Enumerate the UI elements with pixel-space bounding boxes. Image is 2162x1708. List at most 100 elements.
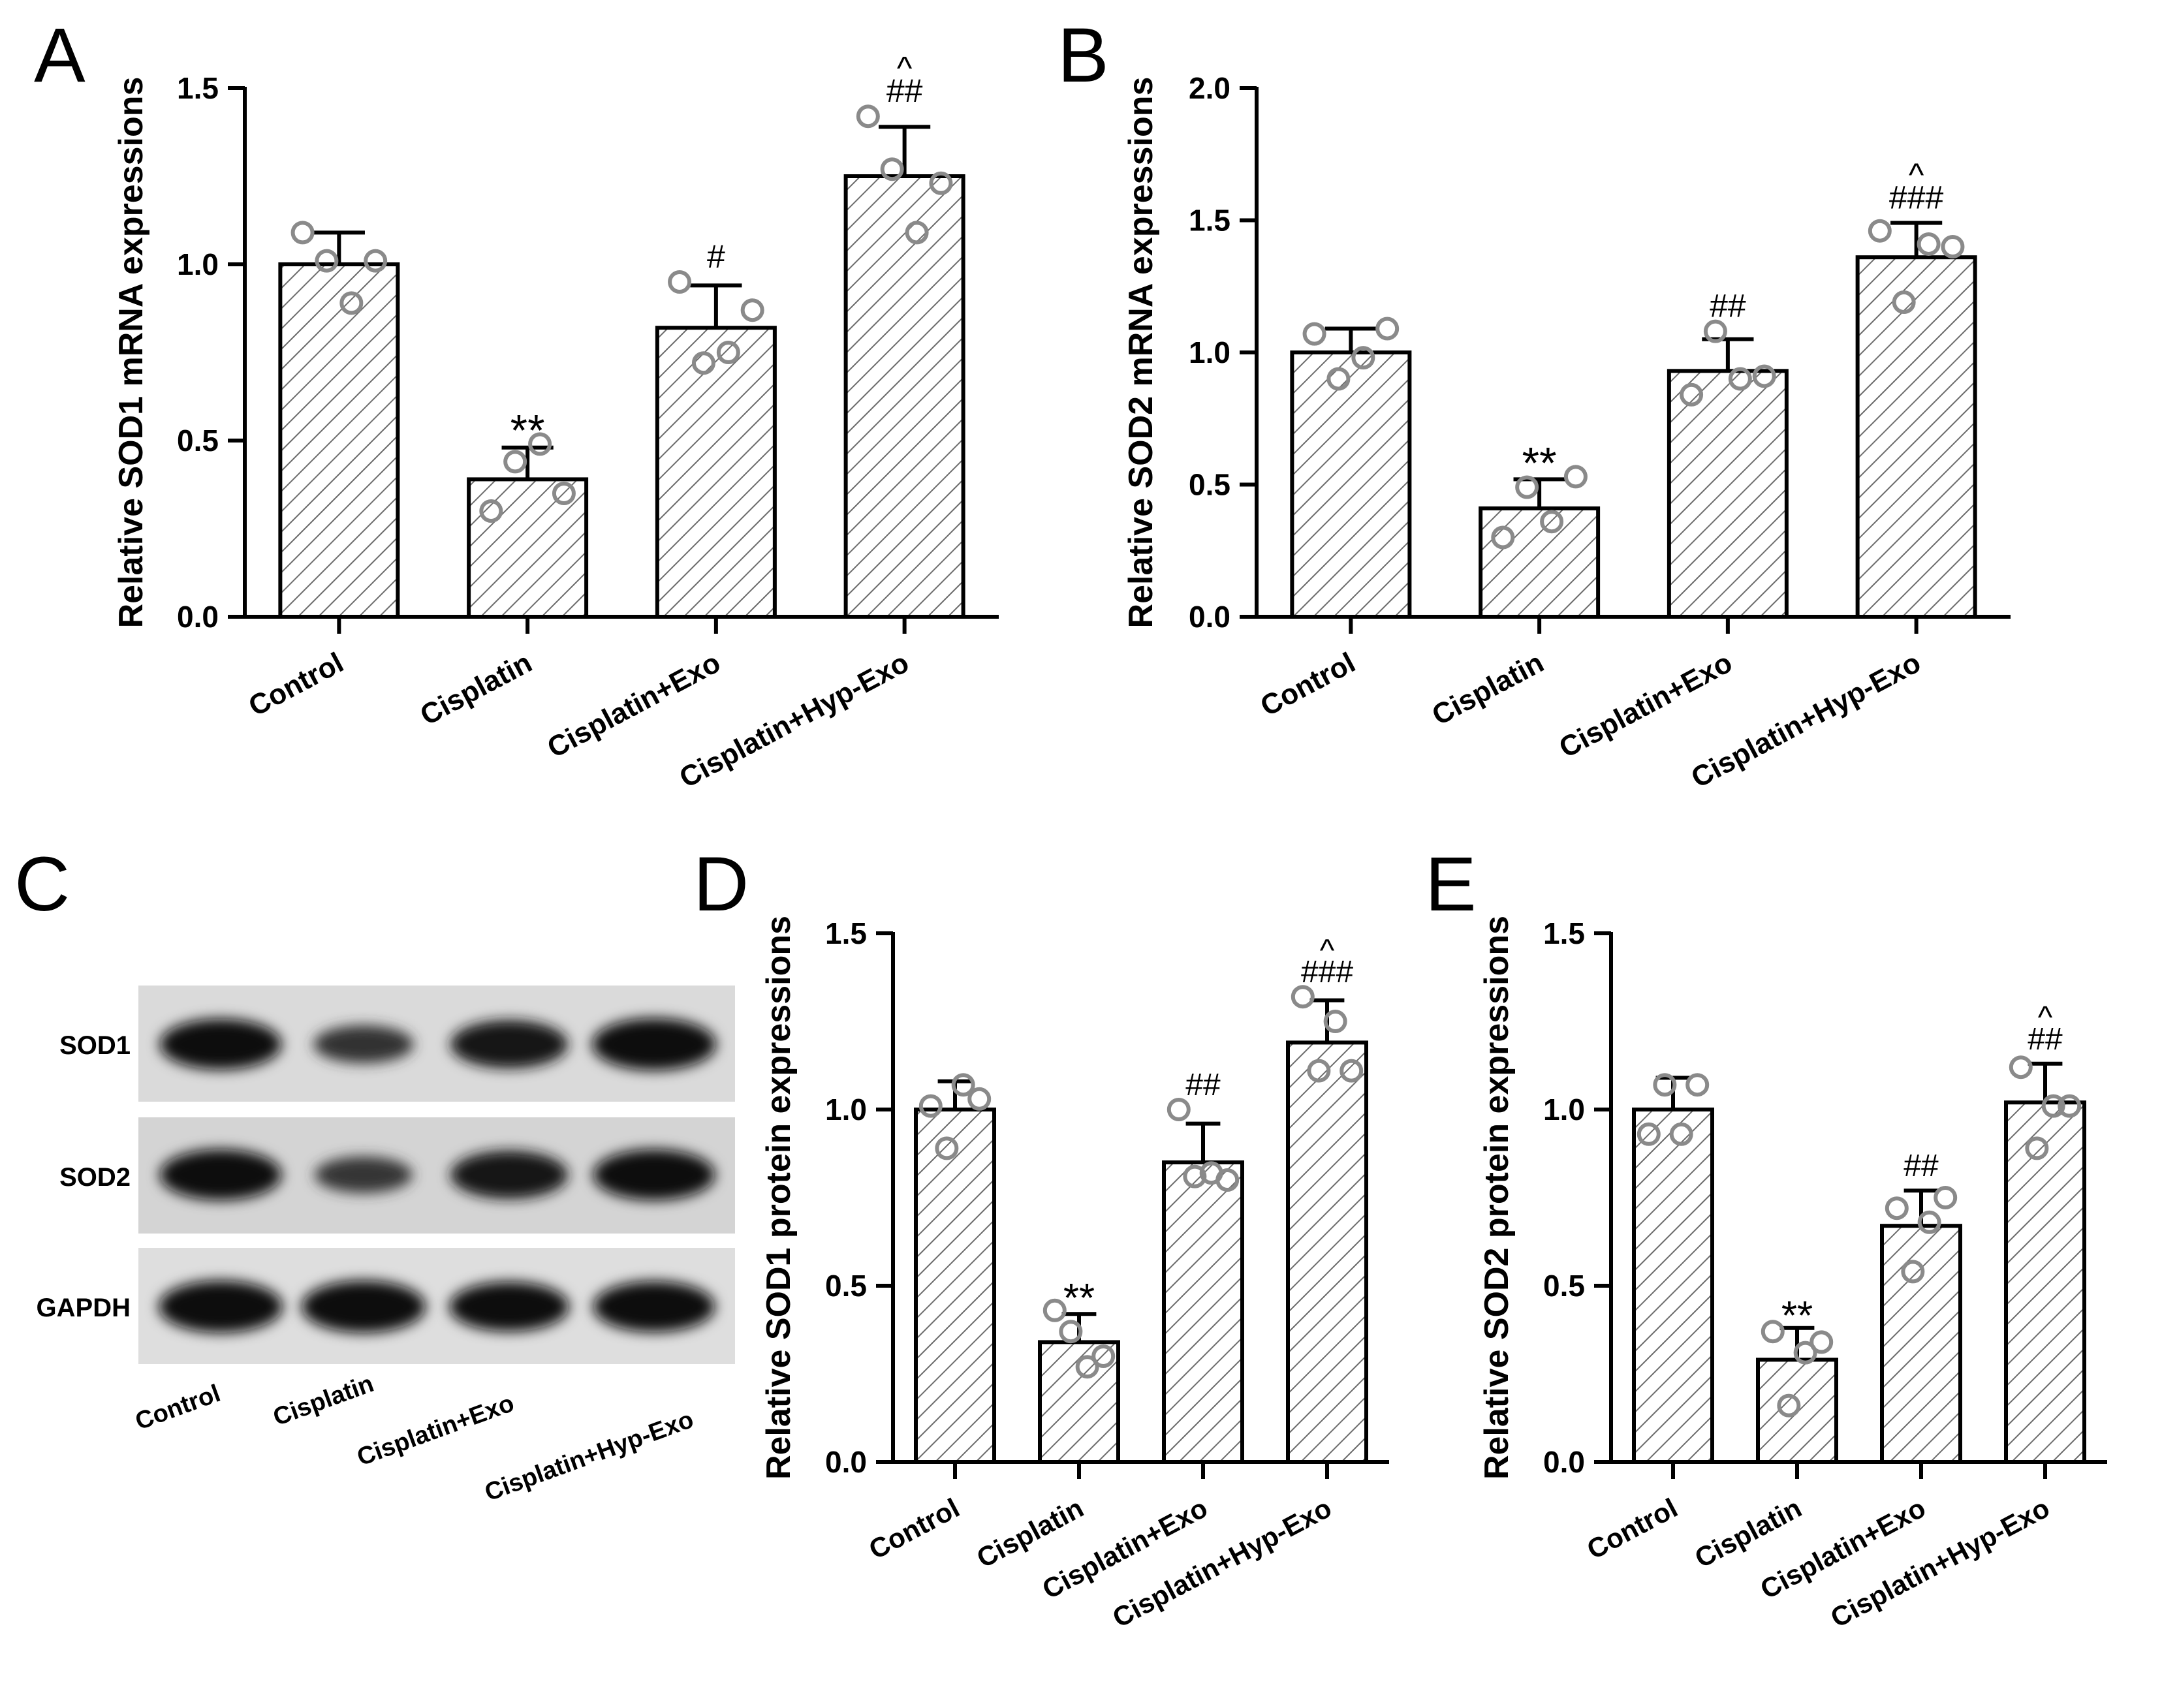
bar xyxy=(1162,1160,1244,1464)
bar xyxy=(1667,369,1789,619)
data-point xyxy=(364,249,388,273)
y-axis-label: Relative SOD2 protein expressions xyxy=(1478,916,1516,1480)
data-point xyxy=(1183,1164,1207,1188)
x-category-label: Control xyxy=(864,1492,964,1565)
data-point xyxy=(1075,1355,1099,1379)
significance-label: ### xyxy=(1889,179,1944,216)
data-point xyxy=(1637,1122,1661,1146)
data-point xyxy=(1901,1260,1925,1284)
data-point xyxy=(1563,465,1588,489)
significance-label-top: ^ xyxy=(2038,1001,2053,1035)
data-point xyxy=(1302,322,1326,346)
blot-band xyxy=(450,1020,569,1068)
blot-band xyxy=(592,1018,716,1070)
data-point xyxy=(1761,1320,1785,1344)
data-point xyxy=(1351,346,1375,370)
data-point xyxy=(1091,1344,1116,1368)
data-point xyxy=(691,351,715,375)
bar xyxy=(278,262,400,619)
significance-label-top: ^ xyxy=(1909,157,1924,193)
data-point xyxy=(1868,219,1892,243)
y-axis-label: Relative SOD1 protein expressions xyxy=(760,916,798,1480)
bar xyxy=(843,174,965,619)
data-point xyxy=(1323,1010,1347,1033)
data-point xyxy=(528,432,552,456)
significance-label: ## xyxy=(2028,1022,2063,1057)
data-point xyxy=(951,1073,975,1097)
y-tick-label: 0.5 xyxy=(177,424,219,458)
y-tick-label: 0.5 xyxy=(1543,1269,1585,1303)
x-category-label: Cisplatin xyxy=(415,647,537,732)
data-point xyxy=(1917,1210,1941,1234)
bar xyxy=(1632,1108,1714,1464)
panel-letter-b: B xyxy=(1058,12,1109,99)
y-tick-label: 1.0 xyxy=(177,247,219,281)
y-tick-label: 0.0 xyxy=(177,600,219,634)
x-category-label: Cisplatin+Hyp-Exo xyxy=(1107,1492,1336,1633)
significance-label: ## xyxy=(886,72,923,109)
data-point xyxy=(315,249,339,273)
data-point xyxy=(1375,317,1400,341)
blot-lane-label: Cisplatin+Hyp-Exo xyxy=(481,1406,697,1507)
bar xyxy=(1290,350,1412,619)
data-point xyxy=(1728,367,1752,391)
chart-panel-a: 0.0 0.5 1.0 1.5 Relative SOD1 mRNA expressio… xyxy=(112,50,999,794)
western-blot: SOD1 SOD2 GAPDH Control CisplatinCisplati… xyxy=(37,986,735,1507)
y-tick-label: 0.0 xyxy=(1543,1445,1585,1479)
data-point xyxy=(967,1087,992,1111)
data-point xyxy=(1167,1098,1191,1121)
blot-band xyxy=(450,1151,569,1199)
x-category-label: Cisplatin+Exo xyxy=(1554,647,1738,764)
data-point xyxy=(1515,475,1539,499)
blot-band xyxy=(313,1025,414,1063)
data-point xyxy=(503,450,527,474)
x-category-label: Cisplatin xyxy=(1427,647,1549,732)
data-point xyxy=(2025,1136,2049,1160)
significance-label: ### xyxy=(1301,955,1353,989)
data-point xyxy=(1291,985,1315,1009)
blot-band xyxy=(159,1281,283,1333)
data-point xyxy=(290,221,315,245)
significance-label: ** xyxy=(510,405,545,455)
significance-label: ** xyxy=(1522,438,1557,488)
data-point xyxy=(1540,510,1564,534)
data-point xyxy=(2009,1055,2033,1079)
data-point xyxy=(935,1136,959,1160)
significance-label: ## xyxy=(1185,1068,1221,1102)
y-tick-label: 1.5 xyxy=(825,916,867,950)
data-point xyxy=(918,1094,943,1118)
data-point xyxy=(339,291,364,315)
bar xyxy=(655,326,777,619)
data-point xyxy=(1885,1196,1909,1220)
data-point xyxy=(1680,382,1704,407)
data-point xyxy=(1340,1059,1364,1083)
data-point xyxy=(1934,1186,1958,1209)
bar xyxy=(914,1108,996,1464)
data-point xyxy=(479,499,503,523)
x-category-label: Cisplatin+Exo xyxy=(542,647,726,764)
data-point xyxy=(1917,232,1941,256)
y-tick-label: 0.0 xyxy=(825,1445,867,1479)
panel-letter-a: A xyxy=(34,12,86,99)
y-tick-label: 1.5 xyxy=(1189,204,1230,238)
data-point xyxy=(1491,525,1515,550)
data-point xyxy=(1892,290,1916,315)
x-category-label: Control xyxy=(243,647,349,723)
data-point xyxy=(716,341,740,364)
blot-lane-label: Cisplatin xyxy=(270,1370,377,1431)
panel-letter-e: E xyxy=(1425,841,1477,927)
data-point xyxy=(1326,367,1351,391)
data-point xyxy=(1685,1073,1710,1097)
blot-row-label-sod1: SOD1 xyxy=(59,1031,131,1060)
panel-letter-c: C xyxy=(14,841,70,927)
bar xyxy=(1479,506,1601,619)
blot-band xyxy=(449,1282,569,1331)
data-point xyxy=(740,298,764,322)
blot-row-label-gapdh: GAPDH xyxy=(37,1294,131,1322)
significance-label: # xyxy=(707,238,725,275)
y-tick-label: 2.0 xyxy=(1189,71,1230,105)
x-category-label: Control xyxy=(1582,1492,1682,1565)
significance-label-top: ^ xyxy=(1320,933,1335,968)
significance-label: ## xyxy=(1904,1149,1939,1183)
chart-panel-d: 0.0 0.5 1.0 1.5 Relative SOD1 protein expres… xyxy=(760,916,1389,1634)
